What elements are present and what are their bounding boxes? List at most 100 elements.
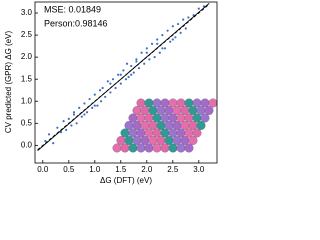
- inset-atom: [140, 136, 150, 145]
- point: [85, 111, 89, 114]
- x-tick-label: 3.0: [193, 165, 205, 174]
- point: [75, 122, 78, 125]
- point: [150, 42, 154, 46]
- inset-atom: [148, 136, 158, 145]
- point: [47, 133, 51, 136]
- point: [56, 126, 59, 129]
- point: [80, 115, 83, 118]
- chart: MSE: 0.01849 Person:0.98146 ΔG (DFT) (eV…: [4, 1, 218, 185]
- y-tick-label: 3.0: [21, 8, 33, 17]
- point: [153, 56, 156, 59]
- inset-atom: [188, 136, 198, 145]
- reference-line: [37, 3, 210, 151]
- point: [166, 29, 169, 32]
- inset-atom: [128, 113, 138, 123]
- point: [114, 86, 117, 90]
- point: [187, 16, 190, 19]
- inset-atom: [136, 143, 146, 153]
- inset-atom: [164, 121, 174, 130]
- point: [119, 73, 122, 76]
- y-tick-label: 0.0: [21, 140, 33, 149]
- x-tick-label: 2.5: [167, 165, 179, 174]
- point: [93, 93, 96, 96]
- point: [135, 58, 138, 61]
- inset-atom: [176, 143, 186, 153]
- inset-atom: [172, 121, 182, 130]
- inset-atom: [132, 136, 142, 145]
- inset-atom: [176, 113, 186, 123]
- point: [148, 58, 151, 61]
- inset-atom: [136, 128, 146, 138]
- point: [65, 128, 68, 132]
- x-axis-label: ΔG (DFT) (eV): [100, 176, 152, 185]
- inset-atom: [180, 106, 190, 115]
- point: [127, 75, 130, 79]
- x-tick-label: 1.5: [115, 165, 127, 174]
- inset-atom: [136, 113, 146, 123]
- inset-atom: [188, 106, 198, 115]
- inset-atom: [180, 121, 190, 130]
- inset-atom: [192, 98, 202, 108]
- inset-atom: [200, 113, 210, 123]
- point: [179, 31, 182, 34]
- y-tick-label: 0.5: [21, 118, 33, 127]
- point: [72, 113, 76, 116]
- point: [125, 62, 129, 65]
- point: [161, 47, 164, 50]
- inset-atom: [176, 128, 186, 138]
- inset-atom: [208, 98, 218, 108]
- point: [184, 27, 187, 30]
- point: [70, 124, 73, 127]
- inset-atom: [132, 121, 142, 130]
- point: [99, 100, 103, 103]
- inset-atom: [168, 98, 178, 108]
- inset-atom: [144, 143, 154, 153]
- inset-atom: [168, 143, 178, 153]
- point: [91, 106, 94, 109]
- inset-atom: [164, 106, 174, 115]
- inset-atom: [160, 128, 170, 138]
- inset-atom: [120, 143, 130, 153]
- inset-atom: [200, 98, 210, 108]
- page: {"chart_data": {"type": "scatter", "xlab…: [4, 1, 218, 186]
- point: [93, 104, 96, 107]
- point: [62, 119, 65, 123]
- point: [130, 73, 133, 76]
- x-tick-label: 0.5: [63, 165, 75, 174]
- inset-atom: [140, 121, 150, 130]
- point: [135, 60, 138, 63]
- y-tick-label: 2.5: [21, 30, 33, 39]
- inset-atom: [132, 106, 142, 115]
- point: [111, 78, 115, 81]
- point: [106, 80, 109, 83]
- point: [67, 117, 70, 120]
- x-tick-label: 0.0: [37, 165, 49, 174]
- point: [197, 7, 200, 10]
- inset-atom: [160, 143, 170, 153]
- inset-atom: [128, 143, 138, 153]
- annotation: MSE: 0.01849: [44, 4, 101, 14]
- inset-atom: [144, 113, 154, 123]
- inset-structure: [112, 98, 218, 153]
- point: [119, 82, 122, 85]
- point: [169, 40, 172, 43]
- inset-atom: [160, 113, 170, 123]
- inset-atom: [152, 98, 162, 108]
- point: [174, 36, 177, 39]
- inset-atom: [204, 106, 214, 115]
- inset-atom: [156, 121, 166, 130]
- point: [182, 18, 185, 21]
- inset-atom: [188, 121, 198, 130]
- inset-atom: [120, 128, 130, 138]
- inset-atom: [128, 128, 138, 138]
- plot-frame: [34, 1, 218, 164]
- inset-atom: [124, 121, 134, 130]
- inset-atom: [164, 136, 174, 145]
- inset-atom: [172, 106, 182, 115]
- point: [145, 47, 148, 50]
- point: [171, 38, 174, 41]
- x-tick-label: 2.0: [141, 165, 153, 174]
- inset-atom: [144, 98, 154, 108]
- inset-atom: [124, 136, 134, 145]
- point: [44, 139, 47, 143]
